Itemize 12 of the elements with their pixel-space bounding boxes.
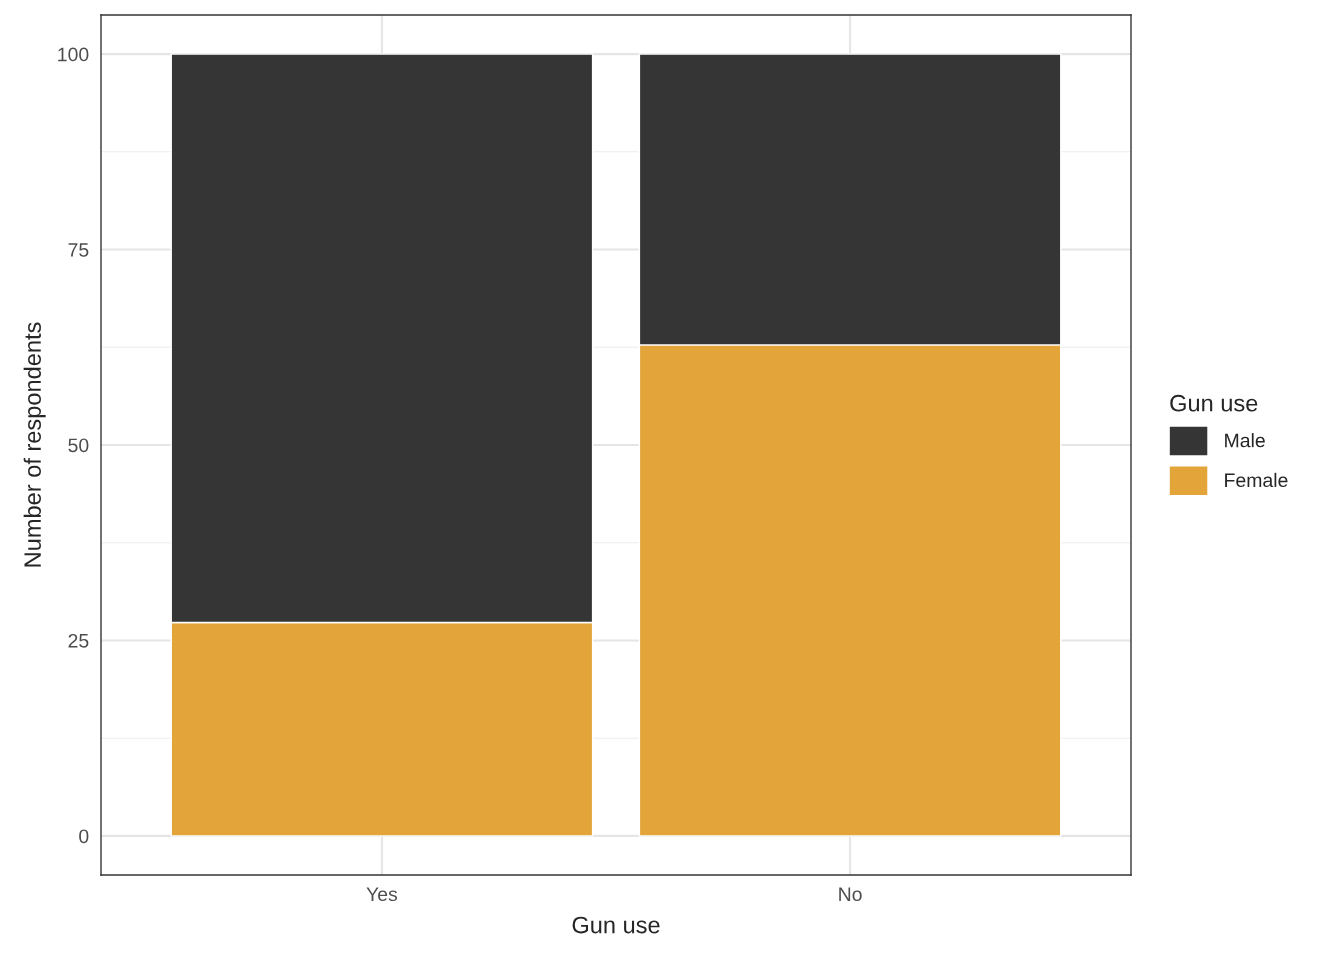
legend-label: Male [1225, 433, 1265, 448]
y-tick-label: 50 [68, 438, 89, 453]
y-tick-label: 75 [68, 243, 89, 257]
y-tick-label: 0 [79, 829, 89, 844]
y-tick-label: 100 [58, 47, 89, 62]
x-tick-label: Yes [366, 887, 398, 902]
x-axis-title: Gun use [572, 916, 660, 934]
y-axis-title: Number of respondents [23, 322, 46, 567]
legend-title: Gun use [1170, 394, 1258, 412]
legend-label: Female [1225, 472, 1288, 488]
y-tick-label: 25 [68, 633, 89, 648]
x-tick-label: No [839, 887, 862, 902]
